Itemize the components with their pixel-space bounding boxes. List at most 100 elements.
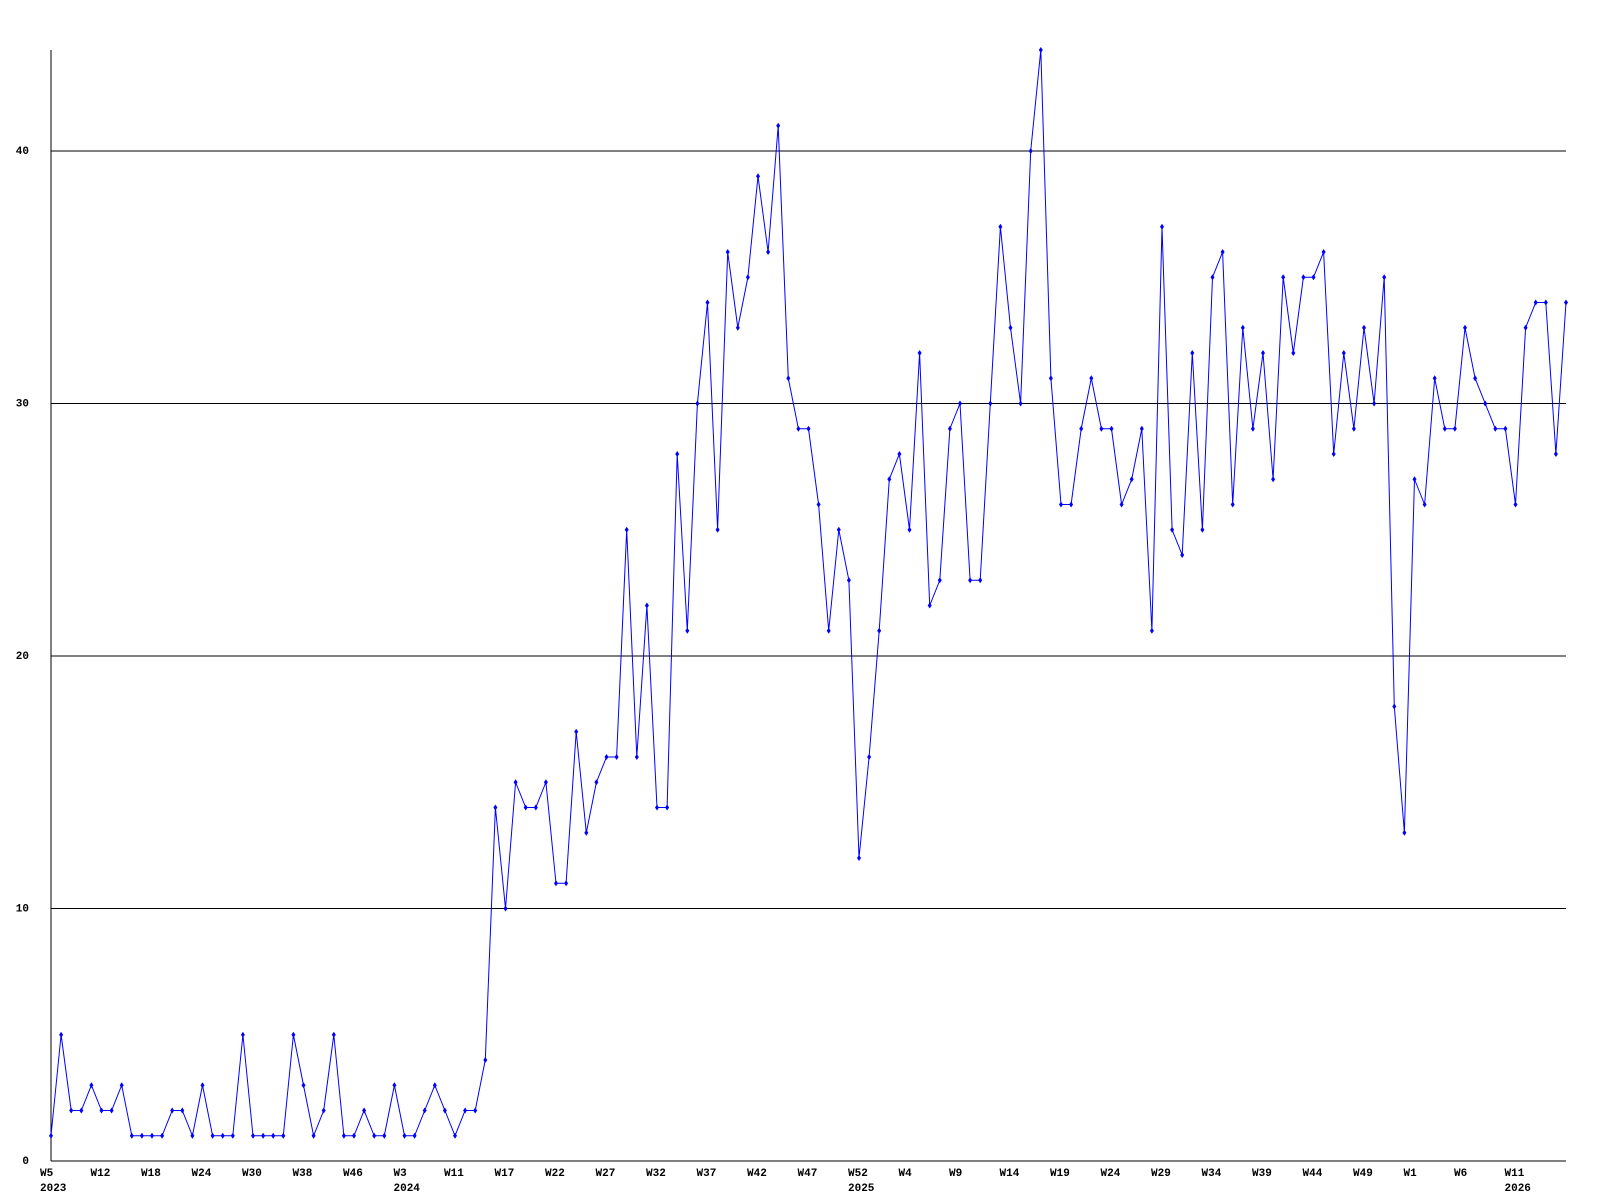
point-marker xyxy=(826,627,831,634)
point-marker xyxy=(362,1107,367,1114)
point-marker xyxy=(1089,375,1094,382)
point-marker xyxy=(1402,829,1407,836)
point-marker xyxy=(735,324,740,331)
point-marker xyxy=(766,249,771,255)
x-tick-label: W11 xyxy=(444,1168,464,1180)
point-marker xyxy=(432,1082,437,1089)
point-marker xyxy=(1331,451,1336,457)
point-marker xyxy=(170,1107,175,1114)
point-marker xyxy=(503,905,508,912)
point-marker xyxy=(877,627,882,634)
point-marker xyxy=(745,274,750,281)
x-tick-label: W19 xyxy=(1050,1168,1070,1180)
x-tick-label: W44 xyxy=(1303,1168,1323,1180)
point-marker xyxy=(978,577,983,584)
point-marker xyxy=(1452,425,1457,432)
point-marker xyxy=(1240,324,1245,331)
point-marker xyxy=(846,577,851,584)
point-marker xyxy=(947,425,952,432)
y-tick-label: 10 xyxy=(16,903,29,915)
point-marker xyxy=(1099,425,1104,432)
point-marker xyxy=(1523,324,1528,331)
point-marker xyxy=(493,804,498,811)
point-marker xyxy=(79,1107,84,1114)
point-marker xyxy=(1503,425,1508,432)
point-marker xyxy=(119,1082,124,1089)
year-label: 2023 xyxy=(40,1183,67,1195)
x-tick-label: W6 xyxy=(1454,1168,1467,1180)
point-marker xyxy=(705,299,710,306)
x-tick-label: W24 xyxy=(192,1168,212,1180)
x-tick-label: W24 xyxy=(1101,1168,1121,1180)
point-marker xyxy=(1250,425,1255,432)
point-marker xyxy=(1432,375,1437,382)
point-marker xyxy=(1129,476,1134,483)
point-marker xyxy=(1372,400,1377,407)
point-marker xyxy=(473,1107,478,1114)
point-marker xyxy=(634,754,639,760)
point-marker xyxy=(786,375,791,382)
point-marker xyxy=(1311,274,1316,281)
x-tick-label: W34 xyxy=(1202,1168,1222,1180)
point-marker xyxy=(624,526,629,533)
x-tick-label: W11 xyxy=(1505,1168,1525,1180)
x-tick-label: W38 xyxy=(293,1168,313,1180)
point-marker xyxy=(463,1107,468,1114)
point-marker xyxy=(968,577,973,584)
point-marker xyxy=(59,1031,64,1038)
x-tick-label: W49 xyxy=(1353,1168,1373,1180)
point-marker xyxy=(887,476,892,483)
x-tick-label: W1 xyxy=(1404,1168,1418,1180)
point-marker xyxy=(523,804,528,811)
point-marker xyxy=(180,1107,185,1114)
point-marker xyxy=(190,1132,195,1139)
x-tick-label: W4 xyxy=(899,1168,913,1180)
point-marker xyxy=(291,1031,296,1038)
point-marker xyxy=(1180,552,1185,558)
point-marker xyxy=(836,526,841,533)
point-marker xyxy=(341,1132,346,1139)
point-marker xyxy=(69,1107,74,1114)
point-marker xyxy=(1463,324,1467,331)
point-marker xyxy=(150,1132,154,1139)
x-tick-label: W46 xyxy=(343,1168,363,1180)
point-marker xyxy=(210,1132,215,1139)
y-tick-label: 30 xyxy=(16,398,29,410)
point-marker xyxy=(806,425,811,432)
point-marker xyxy=(1422,501,1427,508)
point-marker xyxy=(321,1107,326,1114)
point-marker xyxy=(988,400,993,407)
x-tick-label: W14 xyxy=(1000,1168,1020,1180)
point-marker xyxy=(1230,501,1235,508)
x-tick-label: W17 xyxy=(495,1168,515,1180)
x-tick-label: W22 xyxy=(545,1168,565,1180)
point-marker xyxy=(958,400,962,407)
point-marker xyxy=(1028,148,1033,154)
point-marker xyxy=(1382,274,1387,281)
x-tick-label: W5 xyxy=(40,1168,54,1180)
point-marker xyxy=(109,1107,114,1114)
point-marker xyxy=(816,501,821,508)
point-marker xyxy=(251,1132,255,1139)
point-marker xyxy=(1271,476,1276,483)
x-tick-label: W37 xyxy=(697,1168,717,1180)
point-marker xyxy=(89,1082,94,1089)
point-marker xyxy=(564,880,569,887)
point-marker xyxy=(1483,400,1488,407)
point-marker xyxy=(402,1132,407,1139)
point-marker xyxy=(1139,425,1144,432)
point-marker xyxy=(927,602,932,609)
point-marker xyxy=(1109,425,1114,432)
point-marker xyxy=(533,804,538,811)
x-tick-label: W27 xyxy=(596,1168,616,1180)
point-marker xyxy=(867,754,872,760)
point-marker xyxy=(99,1107,104,1114)
point-marker xyxy=(1261,350,1265,356)
point-marker xyxy=(907,526,912,533)
y-tick-label: 0 xyxy=(22,1156,29,1168)
point-marker xyxy=(604,754,609,760)
point-marker xyxy=(1351,425,1356,432)
point-marker xyxy=(574,728,579,735)
point-marker xyxy=(453,1132,457,1139)
point-marker xyxy=(160,1132,165,1139)
